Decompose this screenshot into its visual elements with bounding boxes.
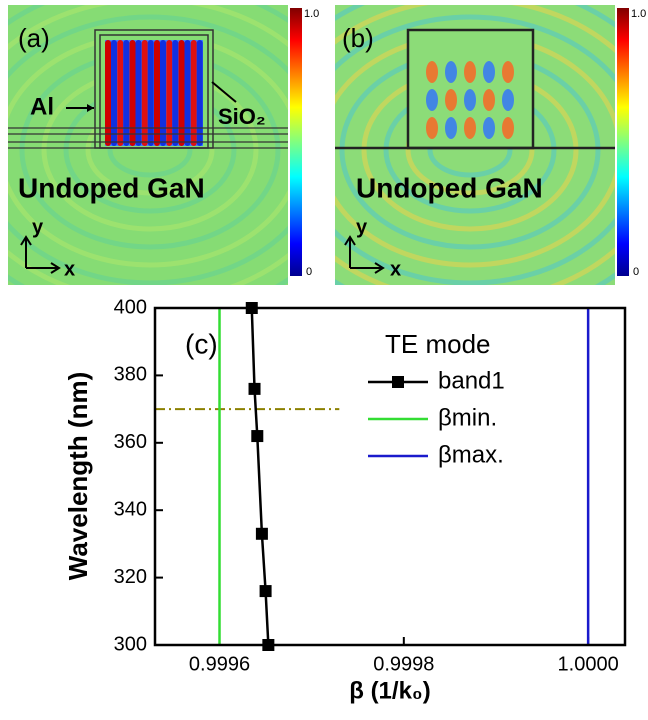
panel-label: (c)	[185, 328, 218, 359]
label-gan: Undoped GaN	[18, 172, 205, 203]
panel-label: (a)	[18, 23, 50, 53]
colorbar	[290, 8, 302, 276]
stripe-edge	[185, 40, 191, 146]
blob	[464, 117, 476, 139]
colorbar-max: 1.0	[304, 8, 319, 20]
stripe-edge	[123, 40, 129, 146]
axis-x: x	[390, 258, 401, 280]
blob	[464, 61, 476, 83]
stripe-edge	[148, 40, 154, 146]
stripe	[179, 40, 185, 146]
colorbar	[617, 8, 629, 276]
blob	[426, 89, 438, 111]
axis-y: y	[32, 216, 44, 238]
blob	[426, 117, 438, 139]
y-tick-label: 400	[114, 296, 147, 318]
blob	[464, 89, 476, 111]
legend-marker	[392, 376, 404, 388]
stripe	[191, 40, 197, 146]
stripe	[142, 40, 148, 146]
x-tick-label: 0.9998	[373, 653, 434, 675]
field-map-b	[254, 0, 648, 319]
stripe-edge	[197, 40, 203, 146]
axis-y: y	[356, 216, 368, 238]
colorbar-max: 1.0	[631, 8, 646, 20]
stripe-edge	[160, 40, 166, 146]
stripe	[166, 40, 172, 146]
stripe	[130, 40, 136, 146]
point	[251, 430, 263, 442]
colorbar-min: 0	[306, 266, 312, 278]
y-tick-label: 380	[114, 364, 147, 386]
y-tick-label: 360	[114, 431, 147, 453]
label-sio2: SiO₂	[218, 104, 266, 129]
y-axis-label: Wavelength (nm)	[63, 372, 93, 580]
legend-label: band1	[438, 367, 505, 394]
stripe	[117, 40, 123, 146]
legend-title: TE mode	[385, 329, 491, 359]
blob	[445, 61, 457, 83]
colorbar-min: 0	[633, 266, 639, 278]
axis-x: x	[64, 258, 75, 280]
panel-label: (b)	[342, 23, 374, 53]
stripe	[105, 40, 111, 146]
blob	[502, 89, 514, 111]
stripe	[154, 40, 160, 146]
blob	[483, 61, 495, 83]
point	[260, 585, 272, 597]
blob	[483, 117, 495, 139]
blob	[445, 117, 457, 139]
blob	[445, 89, 457, 111]
blob	[502, 117, 514, 139]
y-tick-label: 300	[114, 633, 147, 655]
stripe-edge	[111, 40, 117, 146]
x-tick-label: 0.9996	[189, 653, 250, 675]
blob	[483, 89, 495, 111]
label-al: Al	[30, 93, 54, 120]
blob	[426, 61, 438, 83]
legend-label: βmin.	[438, 404, 497, 431]
y-tick-label: 320	[114, 566, 147, 588]
stripe-edge	[172, 40, 178, 146]
point	[256, 528, 268, 540]
figure: 1.0 0 (a) Al SiO₂ Undoped GaN y x 1.0 0 …	[0, 0, 648, 715]
blob	[502, 61, 514, 83]
point	[249, 383, 261, 395]
legend-label: βmax.	[438, 441, 504, 468]
stripe-edge	[136, 40, 142, 146]
y-tick-label: 340	[114, 498, 147, 520]
label-gan: Undoped GaN	[356, 172, 543, 203]
x-tick-label: 1.0000	[558, 653, 619, 675]
x-axis-label: β (1/k₀)	[349, 677, 430, 704]
